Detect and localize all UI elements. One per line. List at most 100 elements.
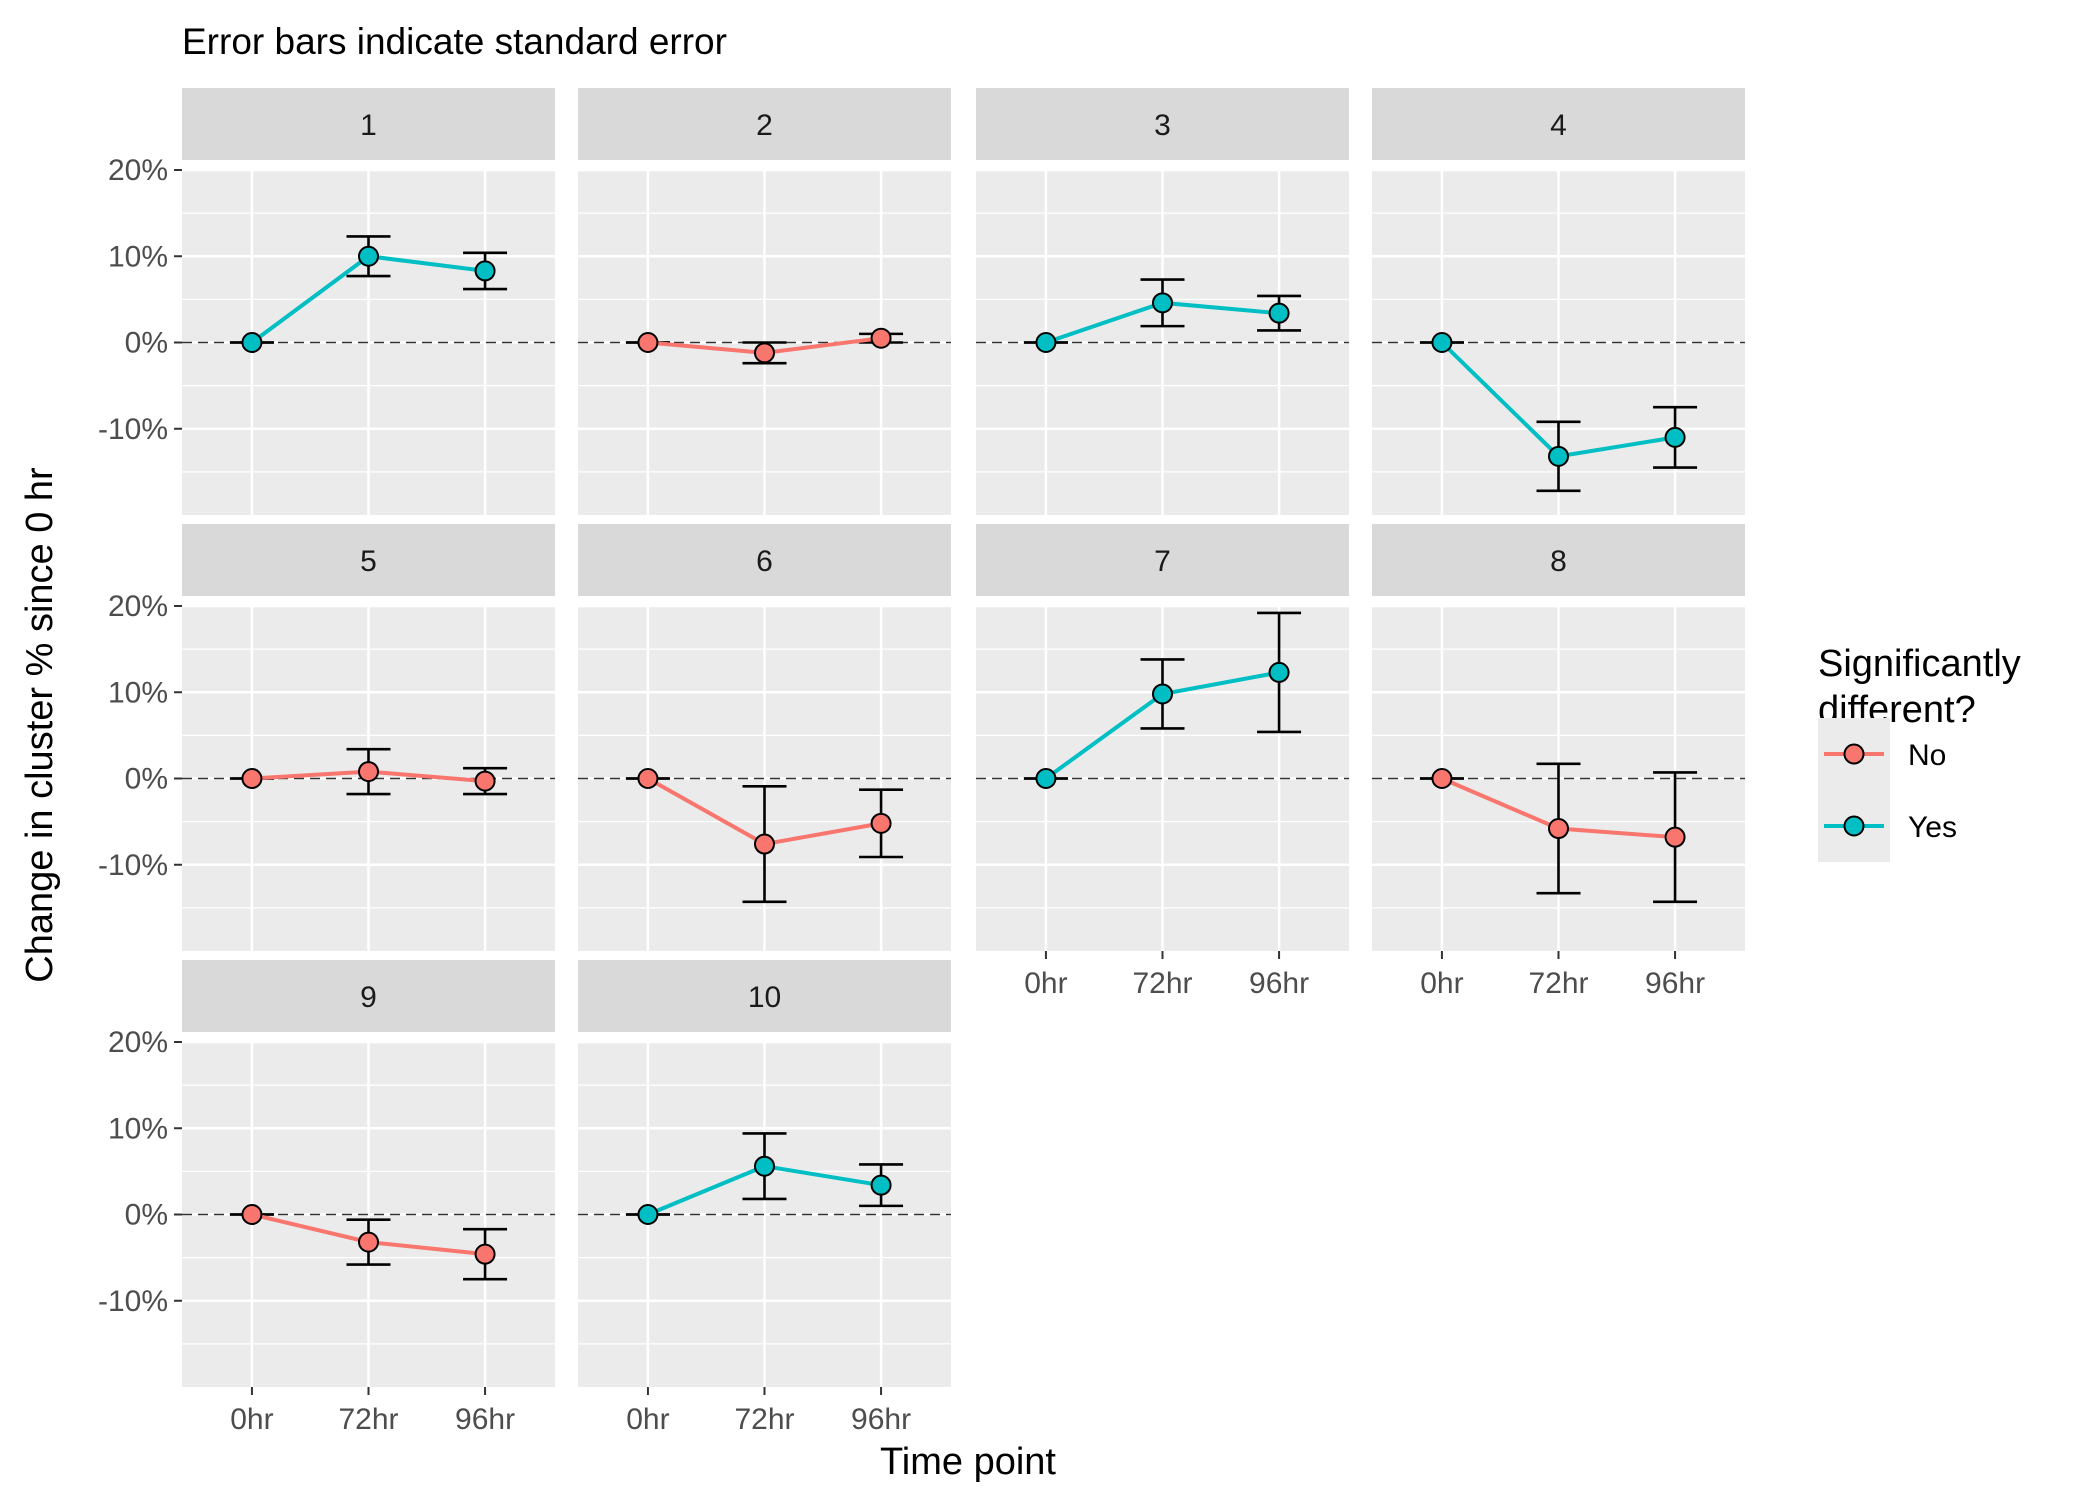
legend-label: No — [1908, 739, 1946, 772]
facet-strip — [1372, 88, 1745, 160]
facet-strip — [182, 960, 555, 1032]
facet-strip — [578, 960, 951, 1032]
facet-panel-3: 3 — [976, 88, 1349, 515]
y-tick-label: 10% — [108, 240, 168, 273]
y-tick-label: 0% — [125, 763, 168, 796]
legend-title: Significantly different? — [1818, 643, 2021, 731]
data-point — [637, 1204, 659, 1225]
facet-strip-label: 6 — [756, 545, 773, 578]
facet-strip-label: 4 — [1550, 109, 1567, 142]
data-point — [1268, 661, 1290, 683]
y-tick-label: -10% — [98, 849, 168, 882]
data-point — [1035, 332, 1057, 353]
facet-panel-6: 6 — [578, 524, 951, 951]
data-point — [754, 342, 775, 364]
facet-panel-9: 9 20% 10% 0% -10% 0hr 72hr 96hr — [98, 960, 555, 1436]
chart-title: Error bars indicate standard error — [182, 21, 727, 62]
data-point — [474, 260, 496, 282]
x-tick-label: 0hr — [1024, 967, 1067, 1000]
facet-panel-1: 1 20% 10% 0% -10% — [98, 88, 555, 515]
facet-panel-4: 4 — [1372, 88, 1745, 515]
x-tick-label: 72hr — [1528, 967, 1588, 1000]
facet-strip-label: 3 — [1154, 109, 1171, 142]
data-point — [754, 1155, 775, 1177]
data-point — [241, 332, 263, 353]
legend-entry-no: No — [1818, 718, 1946, 790]
data-point — [241, 1204, 263, 1225]
facet-strip-label: 2 — [756, 109, 773, 142]
data-point — [1268, 302, 1290, 324]
data-point — [1431, 768, 1453, 789]
panels-layer: 1 20% 10% 0% -10% 2 3 4 5 20% 10% 0% -10% 6 7 0hr 72hr 96… — [98, 88, 1745, 1436]
facet-strip — [976, 524, 1349, 596]
x-tick-label: 96hr — [851, 1403, 911, 1436]
y-tick-label: 20% — [108, 1026, 168, 1059]
y-tick-label: -10% — [98, 1285, 168, 1318]
facet-strip-label: 8 — [1550, 545, 1567, 578]
facet-strip-label: 1 — [360, 109, 377, 142]
legend: Significantly different? No Yes — [1818, 643, 2021, 862]
facet-strip — [1372, 524, 1745, 596]
data-point — [1664, 826, 1686, 848]
data-point — [1152, 292, 1173, 314]
data-point — [870, 1174, 892, 1196]
x-tick-label: 72hr — [338, 1403, 398, 1436]
y-tick-label: 20% — [108, 590, 168, 623]
facet-strip-label: 7 — [1154, 545, 1171, 578]
y-axis-title: Change in cluster % since 0 hr — [19, 467, 61, 983]
x-tick-label: 96hr — [455, 1403, 515, 1436]
data-point — [474, 770, 496, 792]
data-point — [870, 327, 892, 349]
data-point — [358, 761, 379, 783]
x-tick-label: 96hr — [1249, 967, 1309, 1000]
y-tick-label: 10% — [108, 1112, 168, 1145]
data-point — [754, 833, 775, 855]
legend-label: Yes — [1908, 811, 1957, 844]
x-tick-label: 72hr — [1132, 967, 1192, 1000]
data-point — [637, 768, 659, 789]
facet-strip-label: 5 — [360, 545, 377, 578]
legend-key-point — [1843, 743, 1865, 765]
facet-panel-5: 5 20% 10% 0% -10% — [98, 524, 555, 951]
data-point — [474, 1243, 496, 1265]
x-tick-label: 0hr — [230, 1403, 273, 1436]
y-tick-label: -10% — [98, 413, 168, 446]
facet-panel-2: 2 — [578, 88, 951, 515]
legend-title-line: Significantly — [1818, 643, 2021, 685]
facet-strip — [578, 524, 951, 596]
data-point — [1152, 683, 1173, 705]
y-tick-label: 0% — [125, 1199, 168, 1232]
y-tick-label: 0% — [125, 327, 168, 360]
facet-panel-10: 10 0hr 72hr 96hr — [578, 960, 951, 1436]
data-point — [637, 332, 659, 353]
data-point — [358, 245, 379, 267]
legend-entry-yes: Yes — [1818, 790, 1957, 862]
facet-strip-label: 10 — [748, 981, 781, 1014]
facet-strip — [182, 88, 555, 160]
x-tick-label: 96hr — [1645, 967, 1705, 1000]
y-tick-label: 20% — [108, 154, 168, 187]
x-tick-label: 0hr — [626, 1403, 669, 1436]
data-point — [1035, 768, 1057, 789]
legend-entries: No Yes — [1818, 718, 1957, 862]
x-tick-label: 72hr — [734, 1403, 794, 1436]
facet-strip — [182, 524, 555, 596]
x-axis-title: Time point — [880, 1441, 1056, 1483]
data-point — [1431, 332, 1453, 353]
data-point — [870, 812, 892, 834]
facet-strip — [976, 88, 1349, 160]
y-tick-label: 10% — [108, 676, 168, 709]
data-point — [358, 1231, 379, 1253]
legend-key-point — [1843, 815, 1865, 837]
facet-panel-7: 7 0hr 72hr 96hr — [976, 524, 1349, 1000]
x-tick-label: 0hr — [1420, 967, 1463, 1000]
data-point — [1548, 818, 1569, 840]
facet-strip-label: 9 — [360, 981, 377, 1014]
data-point — [1548, 445, 1569, 467]
facet-panel-8: 8 0hr 72hr 96hr — [1372, 524, 1745, 1000]
data-point — [1664, 426, 1686, 448]
data-point — [241, 768, 263, 789]
facet-strip — [578, 88, 951, 160]
